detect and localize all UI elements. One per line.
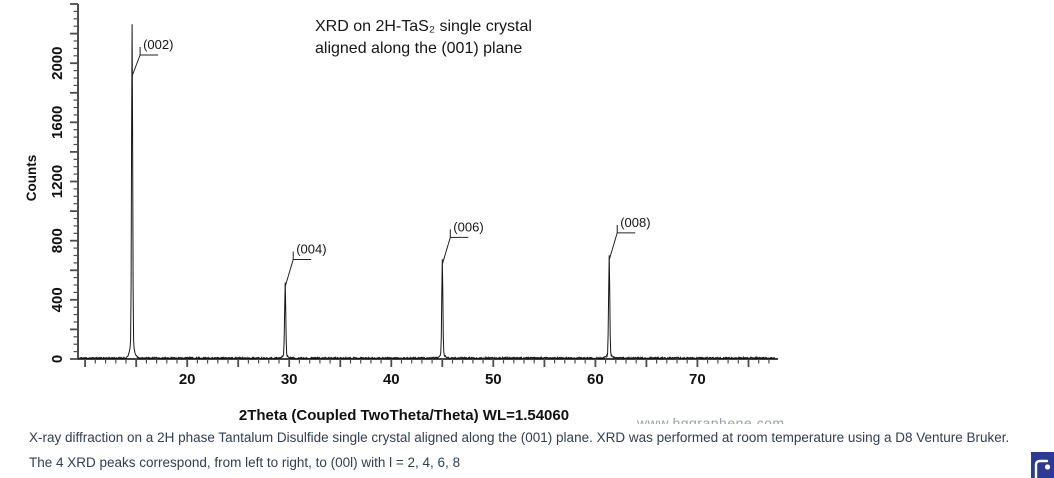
y-tick-label: 2000 <box>49 47 66 80</box>
watermark-text: www.hqgraphene.com <box>636 415 785 424</box>
caption-line-1: X-ray diffraction on a 2H phase Tantalum… <box>29 430 1010 445</box>
peak-label: (008) <box>620 215 650 230</box>
x-tick-label: 40 <box>383 371 400 388</box>
y-tick-label: 400 <box>49 287 66 312</box>
y-tick-label: 1200 <box>49 165 66 198</box>
peak-label: (006) <box>453 219 483 234</box>
rounded-corner-glyph <box>1034 459 1049 478</box>
x-tick-label: 50 <box>485 371 502 388</box>
peak-label: (004) <box>296 242 326 257</box>
chart-title-line: XRD on 2H-TaS₂ single crystal <box>315 18 532 35</box>
x-tick-label: 20 <box>179 371 196 388</box>
peak-callout <box>284 259 312 287</box>
floating-tool-icon[interactable] <box>1031 452 1054 478</box>
peak-callout <box>608 232 636 261</box>
peak-callout <box>441 236 469 265</box>
xrd-trace <box>79 24 775 361</box>
y-tick-label: 800 <box>49 228 66 253</box>
peak-callout <box>131 54 159 77</box>
x-axis-title: 2Theta (Coupled TwoTheta/Theta) WL=1.540… <box>239 407 569 424</box>
snip-corner-icon <box>1031 452 1054 478</box>
x-tick-label: 30 <box>281 371 298 388</box>
caption-line-2: The 4 XRD peaks correspond, from left to… <box>29 455 461 470</box>
y-axis-title: Counts <box>24 155 39 202</box>
x-tick-label: 60 <box>587 371 604 388</box>
y-tick-label: 1600 <box>49 106 66 139</box>
icon-background <box>1031 452 1054 478</box>
peak-label: (002) <box>143 37 173 52</box>
chart-title-line: aligned along the (001) plane <box>315 40 522 57</box>
figure-caption: X-ray diffraction on a 2H phase Tantalum… <box>29 430 1049 478</box>
xrd-chart-figure: 20 30 40 50 60 70 0 400 800 1200 1600 2000 2Theta (C… <box>24 3 785 424</box>
x-tick-label: 70 <box>689 371 706 388</box>
y-tick-label: 0 <box>49 355 66 363</box>
xrd-plot-svg: 20 30 40 50 60 70 0 400 800 1200 1600 2000 2Theta (C… <box>24 3 785 424</box>
dot-glyph <box>1044 464 1051 470</box>
